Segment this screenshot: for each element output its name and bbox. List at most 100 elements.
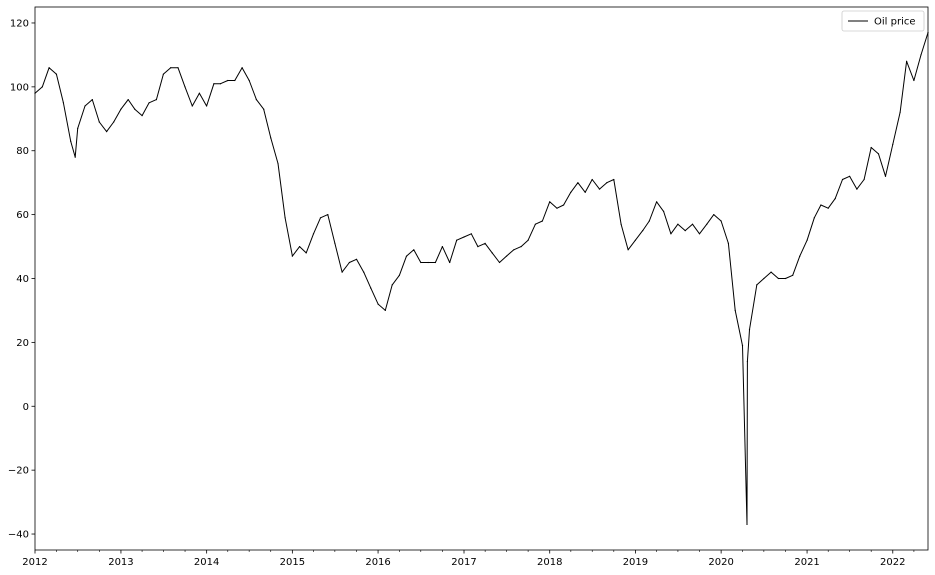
data-point [98, 121, 100, 123]
data-point [270, 137, 272, 139]
data-point [348, 261, 350, 264]
data-point [355, 258, 358, 260]
data-point [248, 79, 250, 82]
data-point [746, 523, 748, 526]
data-point [892, 143, 894, 145]
y-tick-label: 20 [16, 338, 29, 349]
data-point [813, 217, 815, 219]
x-tick-label: 2013 [108, 557, 133, 568]
data-point [106, 131, 108, 133]
data-point [713, 214, 715, 216]
data-point [134, 108, 136, 110]
data-point [370, 287, 372, 289]
y-axis: −40 −20 0 20 40 60 80 100 120 [8, 18, 35, 541]
data-point [792, 274, 794, 276]
y-tick-label: 40 [16, 274, 29, 285]
data-point [849, 175, 851, 177]
data-point [449, 261, 451, 264]
data-point [663, 210, 665, 212]
x-tick-label: 2014 [194, 557, 219, 568]
plot-area [34, 31, 929, 526]
data-point [620, 223, 622, 225]
data-point [120, 108, 122, 110]
legend: Oil price [841, 10, 925, 32]
data-point [284, 217, 286, 219]
x-tick-label: 2021 [794, 557, 819, 568]
data-point [642, 230, 644, 232]
data-point [299, 246, 301, 248]
data-point [227, 79, 229, 82]
data-point [141, 115, 143, 117]
data-point [827, 207, 829, 209]
data-point [756, 284, 758, 286]
data-point [234, 79, 236, 82]
data-point [741, 345, 744, 347]
x-tick-label: 2022 [880, 557, 905, 568]
data-point [312, 233, 315, 235]
data-point [606, 182, 608, 184]
data-point [441, 246, 443, 248]
data-point [820, 204, 822, 206]
data-point [691, 223, 694, 225]
data-point [413, 249, 415, 251]
data-point [906, 60, 908, 62]
data-point [598, 188, 601, 190]
data-point [899, 111, 901, 113]
data-point [170, 67, 172, 69]
data-point [856, 188, 858, 190]
data-point [341, 271, 343, 273]
data-point [570, 191, 572, 193]
data-point [420, 261, 422, 264]
data-point [263, 108, 265, 110]
data-point [127, 99, 129, 101]
data-point [334, 242, 336, 244]
data-point [391, 284, 393, 286]
data-point [74, 156, 76, 158]
data-point [198, 92, 200, 94]
data-point [477, 246, 479, 248]
data-point [84, 105, 86, 107]
data-point [498, 261, 501, 264]
data-point [677, 223, 679, 225]
data-point [698, 233, 701, 235]
data-point [177, 67, 179, 69]
x-tick-label: 2018 [537, 557, 562, 568]
data-point [549, 201, 551, 203]
data-point [613, 178, 615, 181]
data-point [577, 182, 579, 184]
series-line-0 [34, 32, 929, 525]
data-point [113, 121, 115, 123]
data-point [434, 261, 436, 264]
data-point [470, 233, 472, 235]
legend-box [841, 10, 925, 32]
data-point [327, 214, 329, 216]
data-point [556, 207, 558, 209]
data-point [534, 223, 537, 225]
data-point [398, 274, 400, 276]
data-point [255, 99, 257, 101]
data-point [155, 99, 157, 101]
data-point [748, 329, 751, 331]
data-point [763, 277, 765, 280]
y-tick-label: 0 [23, 402, 29, 413]
x-tick-label: 2016 [365, 557, 390, 568]
data-point [55, 73, 58, 75]
data-point [784, 277, 787, 280]
data-point [648, 220, 650, 222]
data-point [770, 271, 772, 273]
x-tick-label: 2019 [623, 557, 648, 568]
data-point [877, 153, 880, 155]
data-point [684, 230, 686, 232]
data-point [670, 233, 672, 235]
data-point [634, 239, 637, 241]
data-point [841, 178, 844, 181]
data-point [834, 198, 836, 200]
data-point [734, 309, 736, 311]
y-tick-label: 120 [10, 18, 29, 29]
data-point [277, 162, 279, 165]
x-tick-label: 2020 [708, 557, 733, 568]
data-point [720, 220, 722, 222]
data-point [799, 255, 801, 257]
data-point [920, 54, 922, 56]
data-point [48, 67, 50, 69]
